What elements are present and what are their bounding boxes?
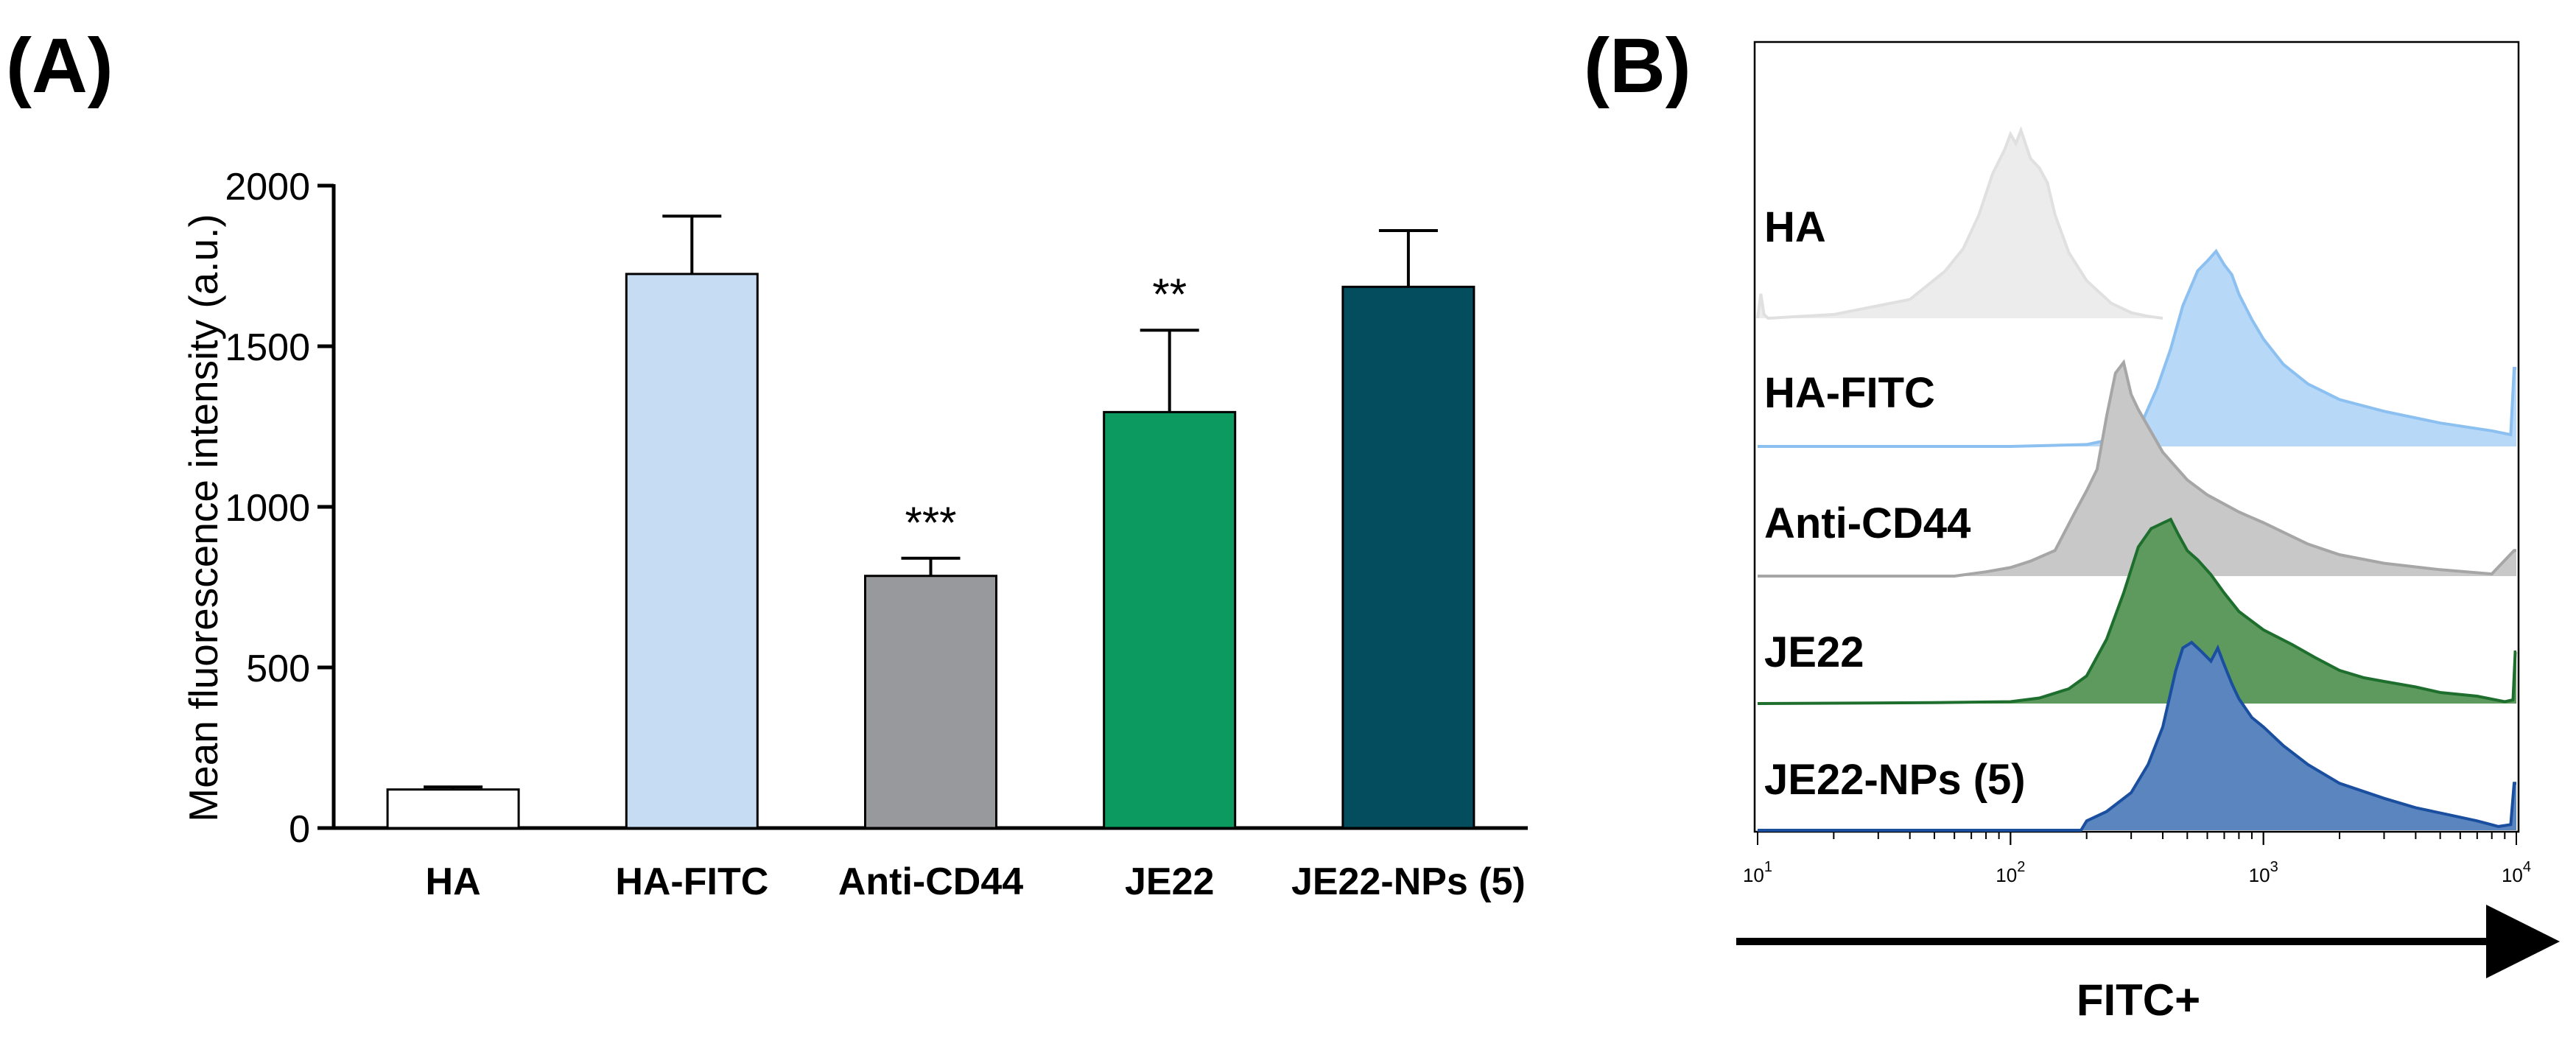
x-tick-label: JE22 [1125, 860, 1214, 903]
series-label: JE22 [1764, 628, 1864, 676]
histogram-fill-je22-nps-5- [1758, 642, 2516, 830]
x-axis: 101 102 103 104 [1743, 832, 2531, 886]
histogram-fill-ha-fitc [1758, 251, 2516, 446]
bar-chart: Mean fluorescence intensity (a.u.) 0 500 1… [180, 166, 1528, 903]
histogram-outline [1757, 517, 2517, 705]
panel-b-label: (B) [1584, 23, 1691, 109]
significance-marker: *** [905, 498, 956, 547]
x-axis-label: FITC+ [2077, 975, 2200, 1025]
series-label: Anti-CD44 [1764, 499, 1970, 547]
y-axis: 0 500 1000 1500 2000 [225, 166, 336, 851]
histogram-series [1756, 126, 2517, 832]
series-labels: HA HA-FITC Anti-CD44 JE22 JE22-NPs (5) [1764, 203, 2026, 804]
x-tick-label: 104 [2502, 859, 2531, 886]
y-tick-label: 2000 [225, 166, 310, 208]
histogram-fill-anti-cd44 [1758, 362, 2516, 576]
bar-je22 [1103, 410, 1237, 830]
y-axis-label: Mean fluorescence intensity (a.u.) [180, 214, 226, 821]
y-tick-label: 1000 [225, 487, 310, 530]
significance-marker: ** [1152, 270, 1187, 319]
y-tick-label: 500 [246, 648, 310, 690]
x-tick-label: HA-FITC [615, 860, 768, 903]
bar-je22-nps-5- [1341, 285, 1475, 830]
x-tick-label: HA [426, 860, 481, 903]
histogram-fill-je22 [1758, 519, 2516, 704]
bars: HA HA-FITC Anti-CD44 *** JE22 ** JE22-NPs (5) [386, 214, 1526, 903]
bar-anti-cd44 [864, 575, 997, 830]
x-tick-label: 103 [2249, 859, 2278, 886]
x-tick-label: JE22-NPs (5) [1291, 860, 1526, 903]
bar-ha [386, 788, 520, 830]
histogram-outline [1758, 359, 2516, 578]
y-tick-label: 1500 [225, 326, 310, 369]
histogram-fill-ha [1758, 130, 2163, 318]
bar-ha-fitc [625, 273, 759, 830]
series-label: HA-FITC [1764, 369, 1935, 417]
y-tick-label: 0 [289, 808, 310, 851]
x-tick-label: 102 [1996, 859, 2025, 886]
histogram-outline [1756, 126, 2163, 320]
series-label: HA [1764, 203, 1826, 251]
panel-a-label: (A) [6, 23, 113, 109]
series-label: JE22-NPs (5) [1764, 756, 2026, 804]
x-tick-label: Anti-CD44 [838, 860, 1023, 903]
histogram-outline [1758, 640, 2516, 832]
x-tick-label: 101 [1743, 859, 1772, 886]
